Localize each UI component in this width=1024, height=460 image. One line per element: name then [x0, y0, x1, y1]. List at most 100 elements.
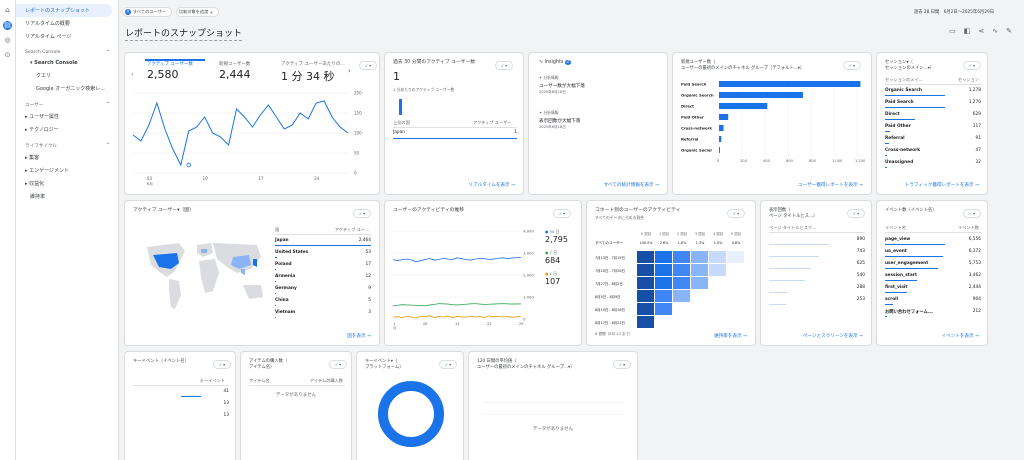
date-range[interactable]: 過去 28 日間 6月2日～2025年6月29日 — [913, 10, 994, 15]
geo-bar — [275, 245, 371, 246]
keyevents-card: キーイベント（イベント名） ✓ キーイベント 41 13 13 — [124, 351, 236, 460]
x-tick-label: 6月 — [393, 326, 396, 330]
edit-icon[interactable]: ✎ — [1006, 27, 1012, 35]
keyevents-col: キーイベント — [199, 378, 225, 383]
explore-icon[interactable]: ◎ — [4, 36, 11, 44]
insights-icon[interactable]: ∿ — [992, 27, 999, 35]
x-tick-label: 01 — [393, 322, 396, 326]
event-row: user_engagement 5,753 — [885, 261, 981, 266]
legend-30d-value: 2,795 — [545, 235, 568, 244]
insight-date: 2025年6月18日 — [539, 125, 566, 129]
keyevents-check-button[interactable]: ✓ — [213, 360, 231, 369]
sidebar-item-realtime-pages[interactable]: リアルタイム ページ — [25, 34, 72, 40]
geo-link[interactable]: 国を表示 → — [347, 334, 371, 339]
geo-check-button[interactable]: ✓ — [353, 209, 371, 218]
session-row: Unassigned 32 — [885, 160, 981, 165]
sidebar-item-search-console[interactable]: ▾ Search Console — [30, 60, 78, 66]
sidebar-section-lifecycle[interactable]: ライフサイクル ^ — [25, 143, 110, 149]
comment-icon[interactable]: ▭ — [949, 27, 956, 35]
pages-title: 表示回数（ ページ タイトルとス...） — [769, 208, 818, 219]
all-users-chip[interactable]: A すべてのユーザー — [122, 7, 172, 17]
series-line — [393, 303, 522, 307]
sidebar-item-demographics[interactable]: ▸ ユーザー属性 — [25, 114, 60, 120]
cohort-header: 4 週目 — [712, 232, 724, 236]
realtime-value: 1 — [393, 70, 400, 83]
geo-row: Germany 9 — [275, 286, 371, 291]
cohort-cell — [691, 264, 708, 276]
cohort-row-label: 7月27日 - 8月2日 — [595, 282, 623, 286]
realtime-col-users: アクティブ ユーザー — [473, 120, 512, 125]
cohort-cell — [673, 251, 690, 263]
pages-col-title: ページ タイトルとスク... — [769, 225, 817, 230]
compare-icon[interactable]: ◧ — [963, 27, 971, 35]
channels-check-button[interactable]: ✓ — [843, 61, 861, 70]
session-count: 47 — [975, 148, 981, 153]
insight-text[interactable]: 表示回数が大幅下落 — [539, 119, 581, 124]
sidebar-item-realtime-overview[interactable]: リアルタイムの概要 — [25, 21, 70, 27]
add-compare-chip[interactable]: 比較対象を追加 + — [175, 7, 220, 17]
reports-icon[interactable]: ▤ — [3, 21, 12, 30]
trend-check-button[interactable]: ✓ — [553, 209, 571, 218]
event-name: ua_event — [885, 249, 907, 254]
ltv-check-button[interactable]: ✓ — [613, 360, 631, 369]
share-icon[interactable]: ⋖ — [978, 27, 985, 35]
chevron-left-icon[interactable]: ‹ — [131, 71, 134, 78]
cohort-link[interactable]: 維持率を表示 → — [714, 334, 747, 339]
sidebar-item-monetization[interactable]: ▸ 収益化 — [25, 181, 45, 187]
sidebar-item-retention[interactable]: 維持率 — [30, 194, 46, 200]
x-tick-label: 600 — [786, 159, 794, 163]
sidebar-item-acquisition[interactable]: ▸ 集客 — [25, 155, 40, 161]
session-bar — [885, 107, 945, 108]
home-icon[interactable]: ⌂ — [5, 6, 10, 14]
keyevent-row: 13 — [223, 401, 229, 406]
events-col-count: イベント数 — [958, 225, 979, 230]
metric-tab-active[interactable] — [145, 59, 205, 61]
channels-bar-chart: 0 200 400 600 800 1,000 1,200 Paid Search Organi… — [681, 79, 866, 163]
geo-row: Armenia 12 — [275, 274, 371, 279]
events-card: イベント数（イベント名） ✓ イベント名 イベント数 イベントを表示 → pag… — [876, 200, 988, 346]
keyevents-title: キーイベント（イベント名） — [133, 359, 189, 364]
sidebar-section-user[interactable]: ユーザー ^ — [25, 102, 110, 108]
event-count: 212 — [972, 309, 981, 314]
insight-text[interactable]: ユーザー数が大幅下落 — [539, 84, 585, 89]
sidebar-item-engagement[interactable]: ▸ エンゲージメント — [25, 168, 70, 174]
cohort-row-label: 7月13日 - 7月19日 — [595, 256, 625, 260]
sidebar-item-queries[interactable]: クエリ — [36, 73, 52, 79]
events-link[interactable]: イベントを表示 → — [941, 334, 979, 339]
realtime-check-button[interactable]: ✓ — [495, 61, 513, 70]
pages-check-button[interactable]: ✓ — [847, 209, 865, 218]
pages-link[interactable]: ページとスクリーンを表示 → — [802, 334, 863, 339]
sidebar-item-snapshot[interactable]: レポートのスナップショット — [16, 4, 112, 17]
insights-link[interactable]: すべての統計情報を表示 → — [603, 183, 659, 188]
events-check-button[interactable]: ✓ — [963, 209, 981, 218]
geo-bar — [275, 293, 276, 294]
x-tick-label: 6月 — [147, 181, 153, 186]
cohort-cell — [637, 251, 654, 263]
platform-check-button[interactable]: ✓ — [439, 360, 457, 369]
cohort-all-value: 0.8% — [731, 241, 741, 245]
x-tick-label: 1,200 — [855, 159, 866, 163]
page-count: 625 — [856, 261, 865, 266]
page-bar — [769, 292, 789, 293]
channels-link[interactable]: ユーザー獲得レポートを表示 → — [798, 183, 863, 188]
sidebar-item-tech[interactable]: ▸ テクノロジー — [25, 127, 59, 133]
events-title: イベント数（イベント名） — [885, 208, 937, 213]
session-bar — [885, 119, 915, 120]
cohort-check-button[interactable]: ✓ — [727, 209, 745, 218]
sessions-check-button[interactable]: ✓ — [963, 61, 981, 70]
realtime-link[interactable]: リアルタイムを表示 → — [468, 183, 515, 188]
sessions-link[interactable]: トラフィック獲得レポートを表示 → — [904, 183, 979, 188]
advertising-icon[interactable]: ⊙ — [4, 51, 11, 59]
keyevent-row: 41 — [223, 389, 229, 394]
chevron-right-icon[interactable]: › — [348, 67, 351, 75]
purchases-card: アイテムの購入数（ アイテム名） ✓ アイテム名 アイテムの購入数 データがあり… — [240, 351, 352, 460]
sidebar-item-organic[interactable]: Google オーガニック検索レ... — [36, 86, 105, 92]
event-name: session_start — [885, 273, 917, 278]
geo-country: Vietnam — [275, 310, 296, 315]
geo-count: 17 — [365, 262, 371, 267]
sidebar-section-search-console[interactable]: Search Console ^ — [25, 50, 110, 55]
cohort-cell — [655, 290, 672, 302]
purchases-check-button[interactable]: ✓ — [329, 360, 347, 369]
session-bar — [885, 155, 888, 156]
check-button[interactable]: ✓ — [359, 61, 377, 70]
